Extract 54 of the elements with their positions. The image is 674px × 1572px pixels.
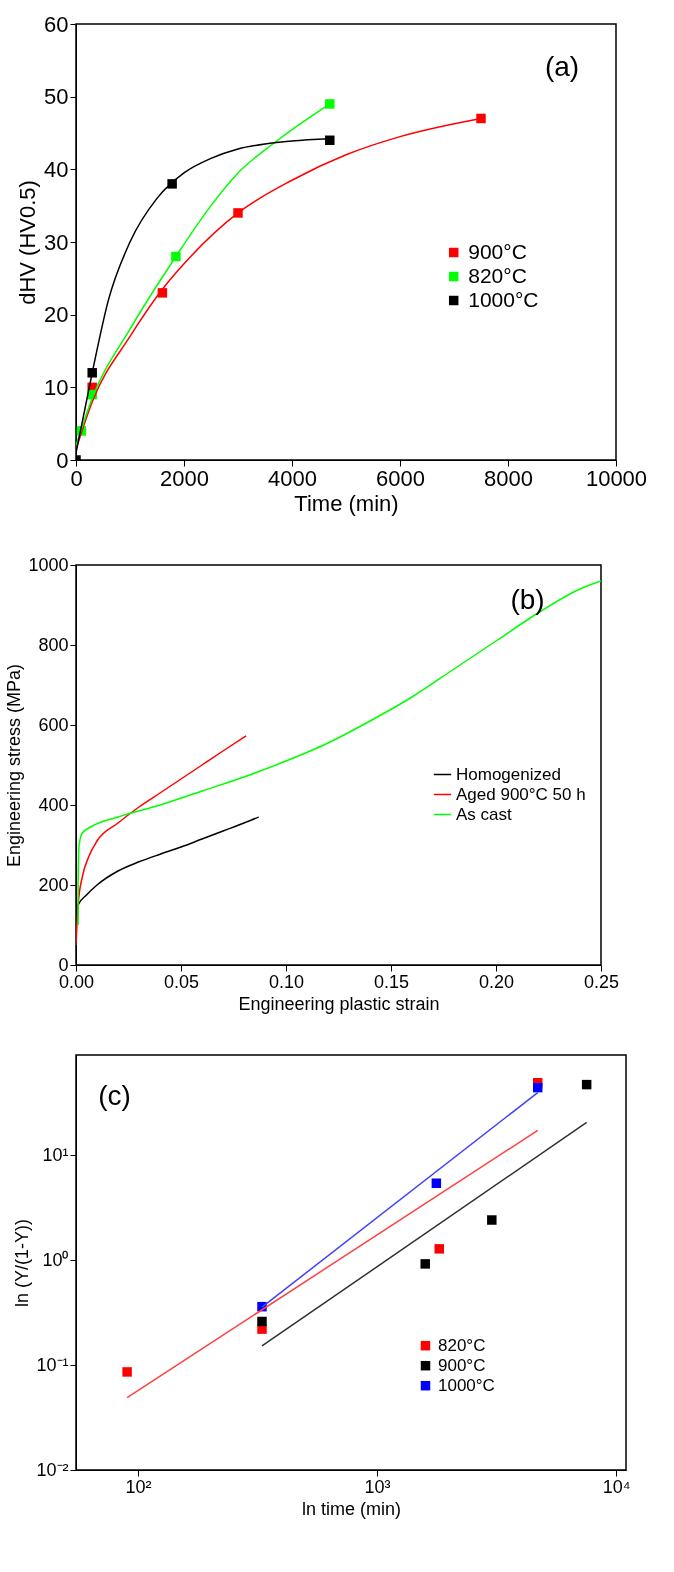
- y-tick-label: 50: [44, 84, 69, 110]
- legend-label: 1000°C: [438, 1375, 495, 1395]
- point: [167, 179, 177, 189]
- legend-label: 900°C: [438, 1355, 486, 1375]
- y-tick-label: 200: [38, 874, 69, 895]
- y-tick-label: 30: [44, 229, 69, 255]
- x-axis-title: Engineering plastic strain: [238, 993, 440, 1014]
- y-tick-label: 10¹: [42, 1144, 69, 1165]
- line-series: [77, 580, 601, 926]
- y-axis-title: ln (Y/(1-Y)): [12, 1218, 33, 1308]
- y-tick-label: 10: [44, 374, 69, 400]
- legend-label: Homogenized: [456, 764, 561, 784]
- legend-label: 820°C: [468, 263, 527, 287]
- x-tick-label: 10000: [585, 465, 648, 491]
- x-tick-label: 0.25: [583, 971, 620, 992]
- point: [325, 99, 335, 109]
- legend-label: Aged 900°C 50 h: [456, 784, 586, 804]
- y-tick-label: 20: [44, 302, 69, 328]
- legend-label: 1000°C: [468, 287, 539, 311]
- y-tick-label: 600: [38, 714, 69, 735]
- y-tick-label: 1000: [28, 554, 69, 575]
- x-tick-label: 4000: [268, 465, 317, 491]
- x-tick-label: 10³: [364, 1476, 391, 1497]
- x-tick-label: 0.20: [478, 971, 515, 992]
- annotation: (b): [510, 584, 545, 615]
- legend-label: As cast: [456, 804, 513, 824]
- line-series: [76, 735, 247, 946]
- x-tick-label: 10⁴: [602, 1476, 631, 1497]
- x-tick-label: 2000: [160, 465, 209, 491]
- legend-label: 900°C: [468, 239, 527, 263]
- y-tick-label: 0: [56, 447, 69, 473]
- x-axis-title: Time (min): [294, 490, 399, 516]
- point: [233, 208, 243, 218]
- x-tick-label: 8000: [484, 465, 533, 491]
- x-tick-label: 0.15: [373, 971, 410, 992]
- x-axis-title: ln time (min): [301, 1498, 402, 1519]
- y-tick-label: 10⁻²: [36, 1459, 69, 1480]
- point: [476, 113, 486, 124]
- x-tick-label: 0.10: [268, 971, 305, 992]
- y-tick-label: 40: [44, 156, 69, 182]
- y-tick-label: 400: [38, 794, 69, 815]
- y-tick-label: 800: [38, 634, 69, 655]
- x-tick-label: 0.05: [163, 971, 200, 992]
- x-tick-label: 6000: [376, 465, 425, 491]
- y-tick-label: 60: [44, 11, 69, 37]
- x-tick-label: 10²: [125, 1476, 152, 1497]
- y-axis-title: Engineering stress (MPa): [4, 663, 25, 868]
- y-axis-title: dHV (HV0.5): [15, 180, 41, 305]
- y-tick-label: 10⁰: [42, 1249, 69, 1270]
- y-tick-label: 10⁻¹: [36, 1354, 69, 1375]
- point: [87, 368, 97, 378]
- annotation: (a): [544, 50, 580, 82]
- annotation: (c): [98, 1079, 131, 1111]
- legend-label: 820°C: [438, 1335, 486, 1355]
